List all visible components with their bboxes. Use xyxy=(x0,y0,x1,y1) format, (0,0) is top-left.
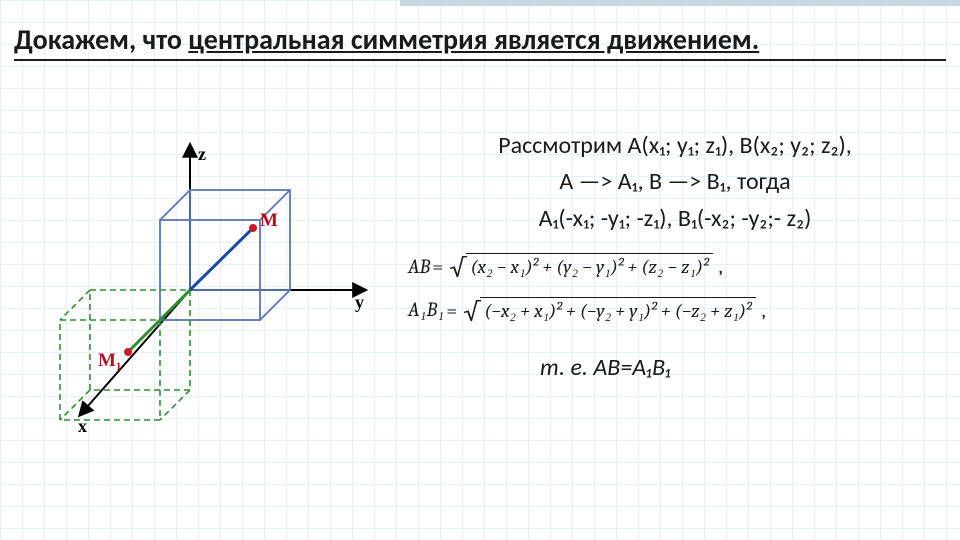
axis-x-label: x xyxy=(78,416,87,436)
point-m1 xyxy=(124,348,132,356)
axis-z-label: z xyxy=(198,144,206,164)
statement-line-2: A —> A₁, B —> B₁, тогда xyxy=(400,166,950,198)
title-prefix: Докажем, что xyxy=(14,22,188,57)
radical-icon: √ xyxy=(463,299,480,325)
statement-line-3: A₁(-x₁; -y₁; -z₁), B₁(-x₂; -y₂;- z₂) xyxy=(400,203,950,235)
title-underlined: центральная симметрия является движением… xyxy=(188,22,759,57)
comma: , xyxy=(762,299,766,322)
formula-ab-radicand: (x₂ − x₁)² + (y₂ − y₁)² + (z₂ − z₁)² xyxy=(466,253,712,279)
point-m1-label: M₁ xyxy=(98,350,122,371)
page-title: Докажем, что центральная симметрия являе… xyxy=(14,22,946,57)
formula-a1b1-radicand: (−x₂ + x₁)² + (−y₂ + y₁)² + (−z₂ + z₁)² xyxy=(480,297,755,323)
comma: , xyxy=(719,255,723,278)
sqrt-ab: √ (x₂ − x₁)² + (y₂ − y₁)² + (z₂ − z₁)² xyxy=(449,253,712,279)
vector-m1 xyxy=(128,290,190,352)
text-column: Рассмотрим A(x₁; y₁; z₁), B(x₂; y₂; z₂),… xyxy=(400,130,950,382)
radical-icon: √ xyxy=(449,255,466,281)
point-m xyxy=(249,224,257,232)
sqrt-a1b1: √ (−x₂ + x₁)² + (−y₂ + y₁)² + (−z₂ + z₁)… xyxy=(463,297,755,323)
diagram-svg: z y x xyxy=(10,130,380,440)
top-accent-bar xyxy=(400,0,960,6)
point-m-label: M xyxy=(260,210,278,231)
axis-y-label: y xyxy=(355,292,364,312)
formula-a1b1-lhs: A₁B₁ xyxy=(408,298,444,322)
content-area: z y x xyxy=(0,130,960,530)
formula-ab-lhs: AB xyxy=(408,255,430,278)
conclusion-text: т. е. AB=A₁B₁ xyxy=(540,353,950,382)
title-container: Докажем, что центральная симметрия являе… xyxy=(14,22,946,61)
formula-ab: AB = √ (x₂ − x₁)² + (y₂ − y₁)² + (z₂ − z… xyxy=(408,253,950,279)
statement-line-1: Рассмотрим A(x₁; y₁; z₁), B(x₂; y₂; z₂), xyxy=(400,130,950,162)
vector-m xyxy=(190,228,253,290)
equals-sign: = xyxy=(432,255,443,278)
formula-a1b1: A₁B₁ = √ (−x₂ + x₁)² + (−y₂ + y₁)² + (−z… xyxy=(408,297,950,323)
equals-sign: = xyxy=(446,299,457,322)
coordinate-diagram: z y x xyxy=(10,130,380,440)
